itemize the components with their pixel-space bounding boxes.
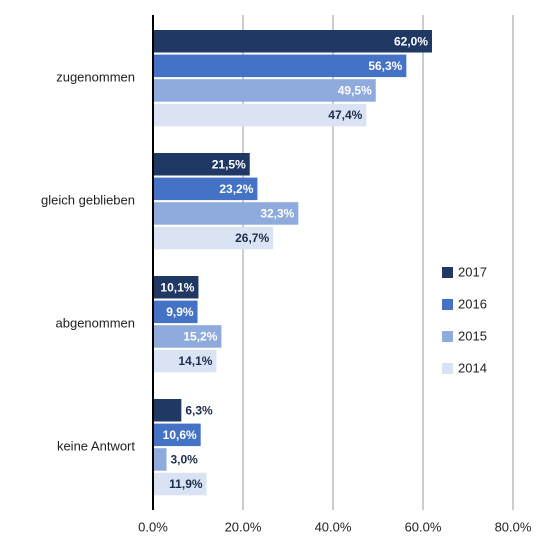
x-tick-label: 60.0% [405,519,442,534]
value-label: 21,5% [212,157,246,171]
x-tick-label: 80.0% [495,519,532,534]
x-tick-label: 20.0% [225,519,262,534]
bar [153,448,167,471]
bar [153,276,199,299]
value-label: 10,1% [160,280,194,294]
x-tick-label: 40.0% [315,519,352,534]
bar [153,325,222,348]
bar [153,226,274,250]
value-label: 9,9% [166,305,194,319]
bar [153,202,299,225]
category-label: gleich geblieben [41,193,135,208]
value-label: 3,0% [171,453,199,467]
value-label: 47,4% [328,108,362,122]
value-label: 6,3% [185,403,213,417]
value-label: 15,2% [183,330,217,344]
bar [153,423,201,447]
legend-label: 2014 [458,360,487,375]
bar [153,177,258,201]
value-label: 32,3% [260,207,294,221]
x-tick-label: 0.0% [138,519,168,534]
bar [153,153,250,176]
value-label: 26,7% [235,231,269,245]
value-label: 23,2% [219,182,253,196]
bar [153,103,367,127]
value-label: 62,0% [394,34,428,48]
category-label: abgenommen [56,316,136,331]
bar [153,54,407,78]
legend-swatch [442,331,453,342]
legend-label: 2016 [458,296,487,311]
category-label: zugenommen [56,70,135,85]
value-label: 10,6% [163,428,197,442]
legend-label: 2017 [458,264,487,279]
legend-swatch [442,267,453,278]
value-label: 56,3% [368,59,402,73]
bar [153,399,182,422]
bar [153,349,217,373]
category-label: keine Antwort [57,439,135,454]
legend-label: 2015 [458,328,487,343]
value-label: 14,1% [178,354,212,368]
bar [153,79,376,102]
legend-swatch [442,363,453,374]
value-label: 49,5% [338,84,372,98]
bar [153,300,198,324]
value-label: 11,9% [169,477,203,491]
bar [153,30,432,53]
legend-swatch [442,299,453,310]
bar [153,472,207,496]
